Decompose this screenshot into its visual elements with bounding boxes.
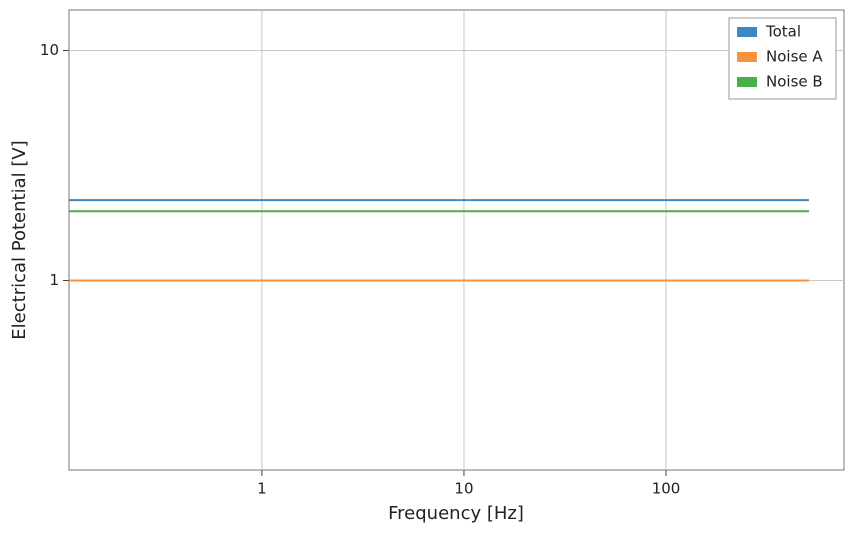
legend-label: Noise B (766, 73, 823, 91)
legend-swatch (737, 77, 757, 87)
legend-swatch (737, 52, 757, 62)
y-axis-label: Electrical Potential [V] (9, 140, 30, 339)
y-tick-label: 1 (49, 271, 59, 289)
x-tick-label: 1 (257, 480, 267, 498)
x-tick-label: 100 (652, 480, 681, 498)
legend-label: Noise A (766, 48, 823, 66)
y-tick-label: 10 (40, 41, 59, 59)
legend-label: Total (765, 23, 801, 41)
legend-swatch (737, 27, 757, 37)
plot-frame (68, 9, 845, 471)
x-axis-label: Frequency [Hz] (388, 503, 524, 524)
x-tick-label: 10 (454, 480, 473, 498)
